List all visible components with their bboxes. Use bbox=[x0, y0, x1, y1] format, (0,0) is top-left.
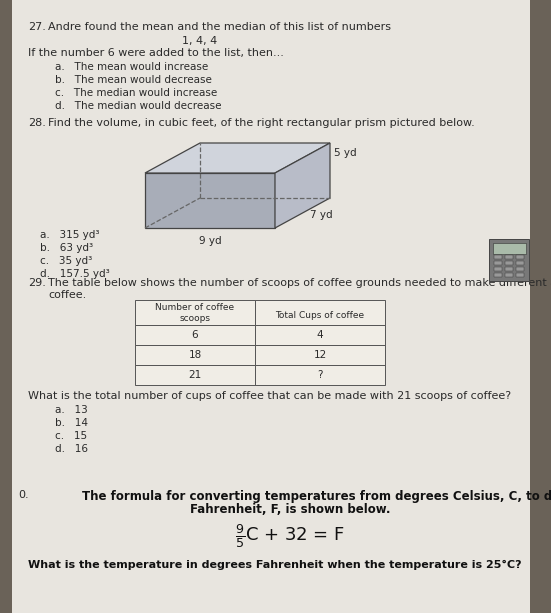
Text: Total Cups of coffee: Total Cups of coffee bbox=[276, 311, 365, 320]
FancyBboxPatch shape bbox=[494, 273, 502, 277]
FancyBboxPatch shape bbox=[516, 267, 524, 271]
FancyBboxPatch shape bbox=[135, 300, 255, 325]
FancyBboxPatch shape bbox=[505, 261, 513, 265]
FancyBboxPatch shape bbox=[0, 0, 12, 613]
FancyBboxPatch shape bbox=[505, 267, 513, 271]
Text: 12: 12 bbox=[314, 350, 327, 360]
Text: Number of coffee: Number of coffee bbox=[155, 303, 235, 312]
Text: Find the volume, in cubic feet, of the right rectangular prism pictured below.: Find the volume, in cubic feet, of the r… bbox=[48, 118, 475, 128]
Text: 5 yd: 5 yd bbox=[334, 148, 356, 158]
Text: coffee.: coffee. bbox=[48, 290, 87, 300]
Text: 0.: 0. bbox=[18, 490, 29, 500]
FancyBboxPatch shape bbox=[516, 261, 524, 265]
FancyBboxPatch shape bbox=[494, 255, 502, 259]
FancyBboxPatch shape bbox=[135, 325, 255, 345]
Text: d.   16: d. 16 bbox=[55, 444, 88, 454]
Text: d.   The median would decrease: d. The median would decrease bbox=[55, 101, 222, 111]
Text: 6: 6 bbox=[192, 330, 198, 340]
Text: The formula for converting temperatures from degrees Celsius, C, to degrees: The formula for converting temperatures … bbox=[82, 490, 551, 503]
Text: 9 yd: 9 yd bbox=[199, 236, 222, 246]
Text: 27.: 27. bbox=[28, 22, 46, 32]
Text: Fahrenheit, F, is shown below.: Fahrenheit, F, is shown below. bbox=[190, 503, 390, 516]
Text: 7 yd: 7 yd bbox=[311, 210, 333, 220]
Text: b.   63 yd³: b. 63 yd³ bbox=[40, 243, 93, 253]
FancyBboxPatch shape bbox=[494, 267, 502, 271]
Text: ?: ? bbox=[317, 370, 323, 380]
Text: 18: 18 bbox=[188, 350, 202, 360]
Text: The table below shows the number of scoops of coffee grounds needed to make diff: The table below shows the number of scoo… bbox=[48, 278, 551, 288]
Text: 21: 21 bbox=[188, 370, 202, 380]
FancyBboxPatch shape bbox=[255, 345, 385, 365]
Polygon shape bbox=[145, 143, 330, 173]
Text: a.   315 yd³: a. 315 yd³ bbox=[40, 230, 100, 240]
FancyBboxPatch shape bbox=[255, 325, 385, 345]
Text: 4: 4 bbox=[317, 330, 323, 340]
FancyBboxPatch shape bbox=[135, 365, 255, 385]
Text: a.   13: a. 13 bbox=[55, 405, 88, 415]
Text: b.   The mean would decrease: b. The mean would decrease bbox=[55, 75, 212, 85]
FancyBboxPatch shape bbox=[135, 345, 255, 365]
FancyBboxPatch shape bbox=[494, 261, 502, 265]
FancyBboxPatch shape bbox=[505, 255, 513, 259]
FancyBboxPatch shape bbox=[516, 273, 524, 277]
Text: scoops: scoops bbox=[180, 314, 210, 323]
FancyBboxPatch shape bbox=[12, 0, 545, 613]
Text: c.   The median would increase: c. The median would increase bbox=[55, 88, 217, 98]
Text: 1, 4, 4: 1, 4, 4 bbox=[182, 36, 218, 46]
FancyBboxPatch shape bbox=[255, 300, 385, 325]
FancyBboxPatch shape bbox=[530, 0, 551, 613]
Text: What is the total number of cups of coffee that can be made with 21 scoops of co: What is the total number of cups of coff… bbox=[28, 391, 511, 401]
Text: 29.: 29. bbox=[28, 278, 46, 288]
Polygon shape bbox=[145, 173, 275, 228]
Text: 28.: 28. bbox=[28, 118, 46, 128]
FancyBboxPatch shape bbox=[493, 243, 526, 254]
FancyBboxPatch shape bbox=[505, 273, 513, 277]
Text: c.   15: c. 15 bbox=[55, 431, 87, 441]
Text: d.   157.5 yd³: d. 157.5 yd³ bbox=[40, 269, 110, 279]
FancyBboxPatch shape bbox=[516, 255, 524, 259]
Text: a.   The mean would increase: a. The mean would increase bbox=[55, 62, 208, 72]
Polygon shape bbox=[275, 143, 330, 228]
Text: c.   35 yd³: c. 35 yd³ bbox=[40, 256, 92, 266]
FancyBboxPatch shape bbox=[489, 239, 529, 281]
Text: If the number 6 were added to the list, then...: If the number 6 were added to the list, … bbox=[28, 48, 284, 58]
Text: b.   14: b. 14 bbox=[55, 418, 88, 428]
Text: $\frac{9}{5}$C + 32 = F: $\frac{9}{5}$C + 32 = F bbox=[235, 522, 345, 550]
Text: What is the temperature in degrees Fahrenheit when the temperature is 25°C?: What is the temperature in degrees Fahre… bbox=[28, 560, 522, 570]
FancyBboxPatch shape bbox=[255, 365, 385, 385]
Text: Andre found the mean and the median of this list of numbers: Andre found the mean and the median of t… bbox=[48, 22, 391, 32]
